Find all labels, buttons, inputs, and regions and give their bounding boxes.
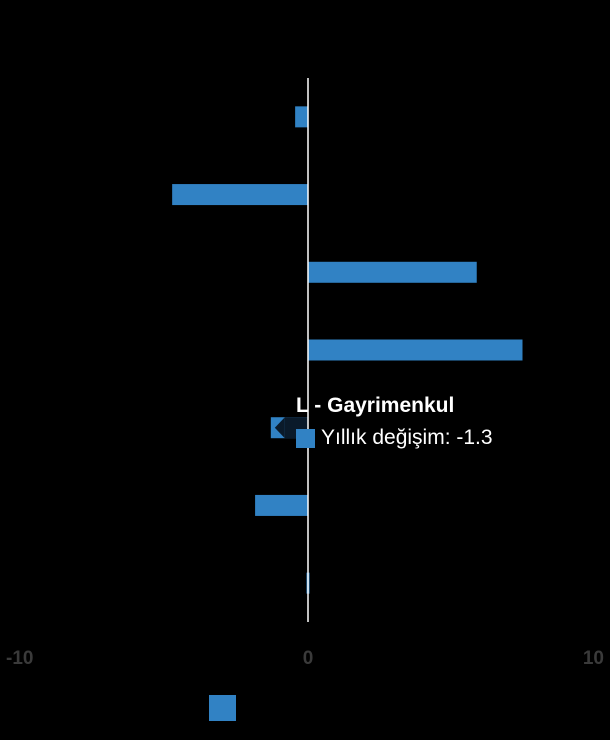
x-tick-label: 0 [303, 648, 314, 669]
tooltip-row: Yıllık değişim: -1.3 [296, 426, 493, 450]
x-tick-label: -10 [6, 648, 33, 669]
bar[interactable] [295, 106, 308, 128]
tooltip: L - Gayrimenkul Yıllık değişim: -1.3 [296, 394, 493, 450]
bar[interactable] [308, 339, 523, 361]
bar[interactable] [255, 494, 308, 516]
legend-swatch[interactable] [209, 695, 236, 721]
bar[interactable] [172, 184, 308, 206]
bar[interactable] [308, 261, 477, 283]
tooltip-pointer [274, 417, 285, 439]
tooltip-swatch [296, 428, 315, 448]
x-tick-label: 10 [583, 648, 604, 669]
tooltip-title: L - Gayrimenkul [296, 394, 455, 417]
tooltip-value: Yıllık değişim: -1.3 [321, 426, 493, 449]
